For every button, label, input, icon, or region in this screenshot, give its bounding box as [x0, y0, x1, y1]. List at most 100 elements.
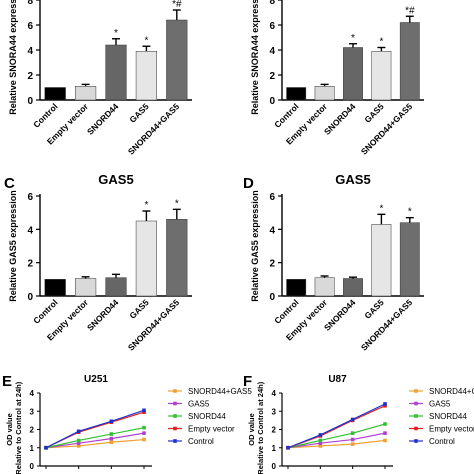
data-point	[350, 442, 355, 446]
data-point	[109, 432, 114, 436]
series-line	[287, 423, 386, 449]
y-tick-label: 4	[272, 389, 277, 398]
legend-marker	[173, 389, 177, 393]
bar	[371, 51, 392, 101]
y-tick-label: 2	[27, 71, 33, 82]
x-tick-label: SNORD44+GAS5	[359, 101, 415, 157]
data-point	[142, 410, 146, 414]
data-point	[109, 440, 114, 445]
y-axis-label: Relative GAS5 expression	[250, 190, 260, 302]
y-tick-label: 0	[27, 96, 33, 107]
legend-marker	[414, 426, 418, 431]
y-axis-label: Relative SNORA44 expression	[8, 0, 18, 115]
significance-label: *	[175, 198, 179, 209]
bar	[44, 87, 66, 101]
data-point	[142, 431, 146, 435]
bar	[135, 220, 157, 297]
y-tick-label: 4	[269, 225, 275, 236]
y-tick-label: 4	[27, 46, 33, 57]
bar	[135, 51, 157, 101]
series-line	[287, 439, 386, 449]
y-tick-label: 0	[30, 462, 35, 471]
legend-marker	[414, 389, 418, 393]
x-tick-label: Control	[31, 101, 59, 129]
bar	[166, 19, 188, 101]
significance-label: *	[408, 207, 412, 218]
series-line	[45, 438, 145, 449]
bar	[75, 86, 97, 101]
panel-letter-c: C	[4, 175, 15, 192]
x-tick-label: SNORD44	[85, 297, 121, 333]
y-tick-label: 2	[30, 426, 35, 435]
y-tick-label: 8	[269, 0, 275, 7]
y-tick-label: 2	[269, 259, 275, 270]
x-tick-label: SNORD44+GAS5	[126, 101, 182, 157]
data-point	[76, 441, 81, 445]
y-tick-label: 6	[269, 21, 275, 32]
significance-label: *#	[172, 0, 182, 10]
series-line	[45, 427, 145, 449]
y-tick-label: 2	[272, 426, 277, 435]
panel-letter-e: E	[2, 373, 12, 390]
data-point	[350, 431, 355, 435]
legend-marker	[414, 414, 418, 418]
bar	[399, 222, 420, 297]
y-tick-label: 4	[27, 225, 33, 236]
legend-marker	[173, 414, 177, 418]
data-point	[318, 441, 323, 445]
legend-label: SNORD44	[188, 412, 226, 421]
x-tick-label: Control	[272, 297, 300, 325]
y-axis-label: OD value	[247, 413, 256, 446]
y-tick-label: 4	[269, 46, 275, 57]
y-tick-label: 1	[272, 444, 277, 453]
legend-marker	[173, 426, 177, 431]
y-tick-label: 6	[27, 21, 33, 32]
y-tick-label: 3	[272, 407, 277, 416]
data-point	[383, 438, 387, 443]
data-point	[109, 419, 114, 424]
x-tick-label: Control	[272, 101, 300, 129]
y-axis-label: Relative GAS5 expression	[8, 190, 18, 302]
bar	[105, 44, 127, 101]
data-point	[76, 438, 81, 443]
series-line	[287, 432, 386, 449]
legend-label: Control	[188, 437, 214, 446]
data-point	[383, 402, 387, 406]
bar	[44, 279, 66, 297]
y-tick-label: 6	[269, 192, 275, 203]
line-chart-e: U251 0 1 2 3 4 OD value (Relative to Control at…	[5, 374, 252, 474]
panel-letters: C D E F	[2, 175, 254, 390]
x-tick-label: SNORD44+GAS5	[359, 297, 415, 353]
y-tick-label: 0	[272, 462, 277, 471]
y-tick-label: 0	[269, 96, 275, 107]
y-axis-label: Relative SNORA44 expression	[250, 0, 260, 115]
data-point	[383, 403, 387, 408]
x-tick-label: Control	[31, 297, 59, 325]
data-point	[142, 437, 146, 442]
data-point	[350, 437, 355, 442]
panel-letter-d: D	[243, 175, 254, 192]
y-tick-label: 1	[30, 444, 35, 453]
data-point	[383, 422, 387, 426]
y-tick-label: 0	[269, 292, 275, 303]
legend-label: Empty vector	[429, 425, 474, 434]
bar	[314, 277, 335, 297]
line-chart-f: U87 0 1 2 3 4 OD value (Relative to Control at …	[247, 374, 474, 474]
bar	[166, 219, 188, 297]
significance-label: *	[114, 28, 118, 39]
significance-label: *	[379, 203, 383, 214]
data-point	[318, 444, 323, 448]
y-axis-label: OD value	[5, 413, 14, 446]
bar	[75, 278, 97, 297]
legend-label: SNORD44+GAS5	[188, 387, 252, 396]
panel-letter-f: F	[243, 373, 252, 390]
legend-label: Control	[429, 437, 455, 446]
x-tick-label: GAS5	[127, 297, 151, 321]
data-point	[383, 431, 387, 435]
x-tick-label: SNORD44	[322, 101, 358, 137]
